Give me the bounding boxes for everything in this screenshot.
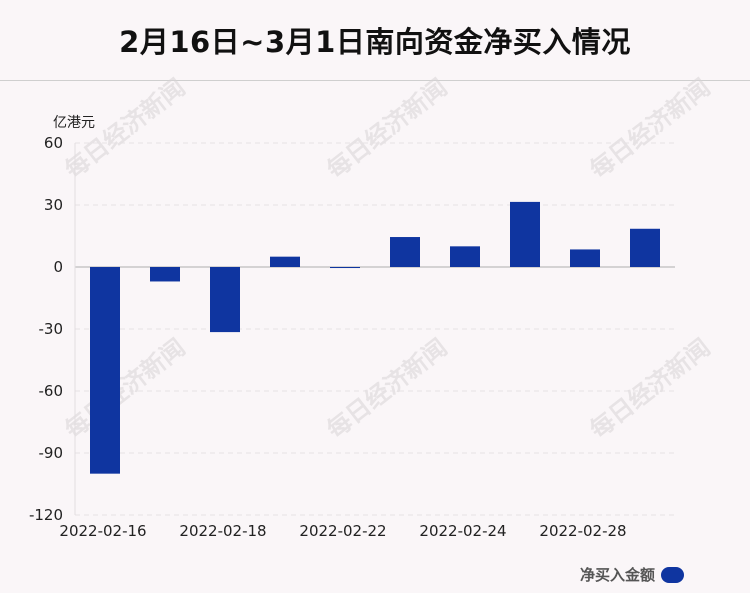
bar <box>330 267 360 269</box>
bar <box>450 246 480 267</box>
x-tick-label: 2022-02-16 <box>59 522 146 540</box>
watermark-text: 每日经济新闻 <box>321 333 452 445</box>
y-tick-labels: 60 30 0 -30 -60 -90 -120 <box>29 134 63 524</box>
watermark-text: 每日经济新闻 <box>584 73 715 185</box>
y-tick-label: -120 <box>29 506 63 524</box>
bar <box>210 267 240 333</box>
bar <box>570 249 600 267</box>
bar <box>270 256 300 267</box>
title-bar: 2月16日~3月1日南向资金净买入情况 <box>0 0 750 81</box>
watermark-text: 每日经济新闻 <box>321 73 452 185</box>
y-tick-label: -60 <box>39 382 64 400</box>
bar <box>390 237 420 267</box>
legend-label: 净买入金额 <box>579 566 655 584</box>
x-tick-label: 2022-02-28 <box>539 522 626 540</box>
bar <box>630 228 660 267</box>
y-tick-label: -90 <box>39 444 64 462</box>
x-tick-label: 2022-02-22 <box>299 522 386 540</box>
bar <box>90 267 120 474</box>
x-tick-label: 2022-02-24 <box>419 522 506 540</box>
x-tick-label: 2022-02-18 <box>179 522 266 540</box>
watermark-text: 每日经济新闻 <box>59 333 190 445</box>
bar <box>150 267 180 282</box>
gridlines <box>74 142 675 516</box>
chart-title: 2月16日~3月1日南向资金净买入情况 <box>119 25 631 59</box>
bars <box>90 201 660 474</box>
y-tick-label: 60 <box>44 134 63 152</box>
y-tick-label: 30 <box>44 196 63 214</box>
legend[interactable]: 净买入金额 <box>580 564 684 585</box>
watermark-text: 每日经济新闻 <box>584 333 715 445</box>
y-tick-label: 0 <box>53 258 63 276</box>
legend-swatch <box>661 566 684 583</box>
y-axis-unit-label: 亿港元 <box>53 115 95 131</box>
y-tick-label: -30 <box>39 320 64 338</box>
x-tick-labels: 2022-02-16 2022-02-18 2022-02-22 2022-02-24… <box>59 522 626 540</box>
bar <box>510 201 540 267</box>
